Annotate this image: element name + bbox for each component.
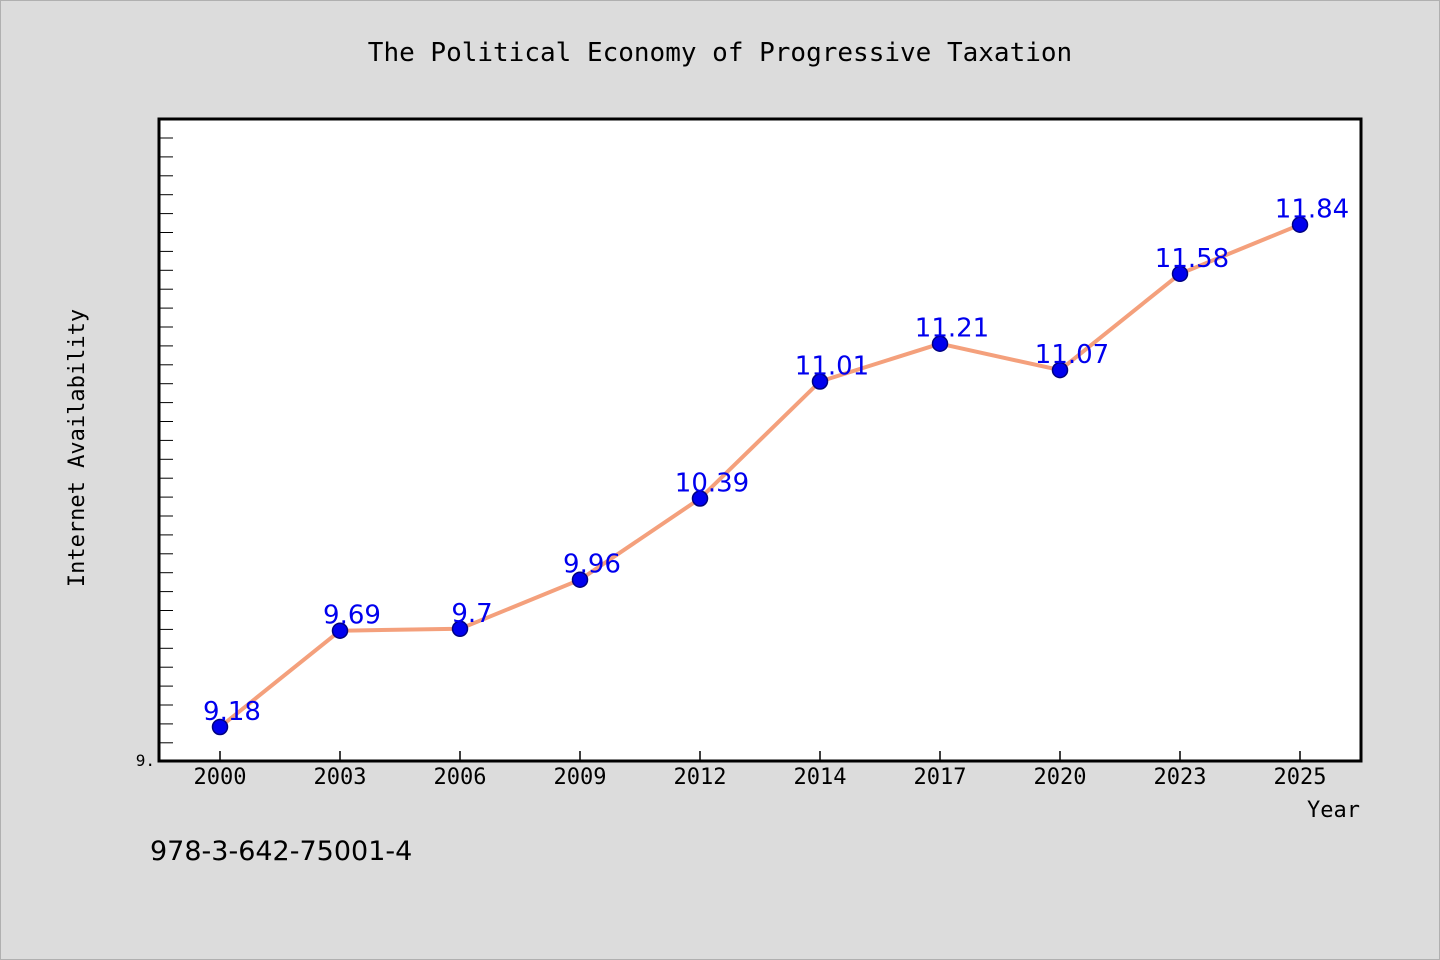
data-labels: 9.18 9.69 9.7 9.96 10.39 11.01 11.21 11.07 11.58… xyxy=(203,195,1349,727)
x-tick-label: 2014 xyxy=(794,765,847,790)
series-markers xyxy=(211,216,1309,736)
data-point xyxy=(931,335,949,352)
data-label: 11.84 xyxy=(1275,195,1349,225)
y-tick-labels: 9. xyxy=(136,751,155,770)
data-label: 9.96 xyxy=(563,550,621,580)
y-axis-label: Internet Availability xyxy=(65,309,90,587)
x-tick-label: 2000 xyxy=(194,765,247,790)
x-tick-label: 2009 xyxy=(554,765,607,790)
data-point xyxy=(451,620,469,638)
x-tick-label: 2006 xyxy=(434,765,487,790)
data-label: 11.07 xyxy=(1035,340,1109,370)
x-tick-label: 2003 xyxy=(314,765,367,790)
series-polyline xyxy=(218,222,1302,729)
x-axis-ticks: 2000 2003 2006 2009 2012 2014 2017 2020 2023 2025 xyxy=(194,751,1327,790)
data-point xyxy=(1171,265,1189,283)
x-tick-label: 2017 xyxy=(914,765,967,790)
series-line xyxy=(218,222,1302,729)
data-point xyxy=(331,622,349,639)
data-point xyxy=(211,718,229,736)
data-label: 10.39 xyxy=(675,469,749,499)
data-point xyxy=(571,571,589,588)
data-label: 11.21 xyxy=(915,314,989,344)
x-axis-label: Year xyxy=(1307,798,1360,823)
x-tick-label: 2023 xyxy=(1154,765,1207,790)
isbn-footnote: 978-3-642-75001-4 xyxy=(150,836,413,867)
x-tick-label: 2012 xyxy=(674,765,727,790)
data-label: 11.01 xyxy=(795,352,869,382)
data-point xyxy=(691,490,709,507)
data-label: 9.69 xyxy=(323,601,381,631)
chart-title: The Political Economy of Progressive Tax… xyxy=(368,38,1072,68)
data-label: 11.58 xyxy=(1155,244,1229,274)
x-tick-label: 2020 xyxy=(1034,765,1087,790)
data-point xyxy=(1051,361,1069,379)
y-tick-label: 9. xyxy=(136,751,155,770)
data-point xyxy=(811,373,829,390)
data-point xyxy=(1291,216,1309,233)
data-label: 9.18 xyxy=(203,697,261,727)
y-minor-ticks xyxy=(159,137,173,744)
x-tick-label: 2025 xyxy=(1274,765,1327,790)
data-label: 9.7 xyxy=(451,599,492,629)
